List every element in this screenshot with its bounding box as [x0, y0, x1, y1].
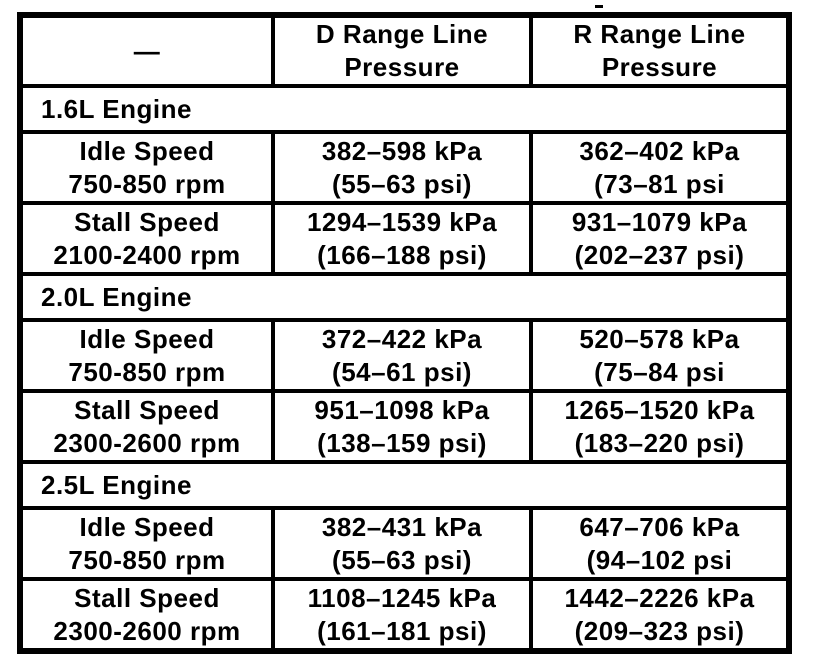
- table-row: Stall Speed 2300-2600 rpm 1108–1245 kPa …: [18, 577, 791, 653]
- d-range-value: 372–422 kPa (54–61 psi): [271, 318, 533, 393]
- table-row: Idle Speed 750-850 rpm 382–598 kPa (55–6…: [18, 130, 791, 205]
- row-label: Idle Speed 750-850 rpm: [18, 318, 275, 393]
- table-row: Idle Speed 750-850 rpm 382–431 kPa (55–6…: [18, 506, 791, 581]
- section-title: 2.5L Engine: [18, 460, 791, 510]
- d-range-value: 382–431 kPa (55–63 psi): [271, 506, 533, 581]
- d-range-value: 1294–1539 kPa (166–188 psi): [271, 201, 533, 276]
- table-row: Idle Speed 750-850 rpm 372–422 kPa (54–6…: [18, 318, 791, 393]
- section-title: 2.0L Engine: [18, 272, 791, 322]
- r-range-value: 1265–1520 kPa (183–220 psi): [529, 389, 791, 464]
- section-row-2-5l: 2.5L Engine: [18, 460, 791, 510]
- d-range-value: 382–598 kPa (55–63 psi): [271, 130, 533, 205]
- header-d-range-cell: D Range Line Pressure: [271, 13, 533, 88]
- section-row-1-6l: 1.6L Engine: [18, 84, 791, 134]
- section-row-2-0l: 2.0L Engine: [18, 272, 791, 322]
- row-label: Stall Speed 2300-2600 rpm: [18, 389, 275, 464]
- header-blank-cell: —: [18, 13, 275, 88]
- row-label: Idle Speed 750-850 rpm: [18, 506, 275, 581]
- line-pressure-spec-table: — D Range Line Pressure R Range Line Pre…: [17, 12, 792, 654]
- section-title: 1.6L Engine: [18, 84, 791, 134]
- row-label: Stall Speed 2100-2400 rpm: [18, 201, 275, 276]
- row-label: Idle Speed 750-850 rpm: [18, 130, 275, 205]
- r-range-value: 647–706 kPa (94–102 psi: [529, 506, 791, 581]
- r-range-value: 931–1079 kPa (202–237 psi): [529, 201, 791, 276]
- table-row: Stall Speed 2100-2400 rpm 1294–1539 kPa …: [18, 201, 791, 276]
- d-range-value: 951–1098 kPa (138–159 psi): [271, 389, 533, 464]
- r-range-value: 520–578 kPa (75–84 psi: [529, 318, 791, 393]
- d-range-value: 1108–1245 kPa (161–181 psi): [271, 577, 533, 653]
- row-label: Stall Speed 2300-2600 rpm: [18, 577, 275, 653]
- table-header-row: — D Range Line Pressure R Range Line Pre…: [18, 13, 791, 88]
- table-row: Stall Speed 2300-2600 rpm 951–1098 kPa (…: [18, 389, 791, 464]
- scan-artifact-dot: [595, 5, 603, 8]
- r-range-value: 1442–2226 kPa (209–323 psi): [529, 577, 791, 653]
- header-r-range-cell: R Range Line Pressure: [529, 13, 791, 88]
- r-range-value: 362–402 kPa (73–81 psi: [529, 130, 791, 205]
